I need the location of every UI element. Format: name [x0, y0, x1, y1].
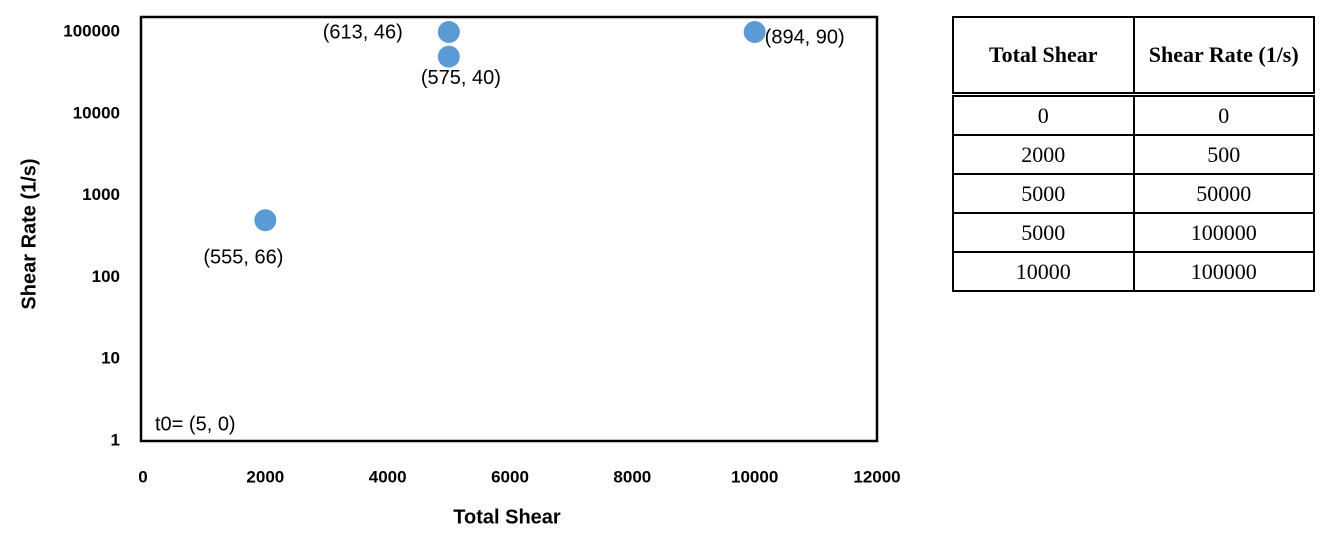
header-cell: Shear Rate (1/s) [1132, 16, 1315, 97]
table-row: 5000 100000 [952, 212, 1315, 253]
header-row: Total Shear Shear Rate (1/s) [952, 16, 1315, 97]
chart: Total Shear Shear Rate (1/s) t0= (5, 0) … [18, 15, 901, 528]
point-label: (555, 66) [203, 247, 283, 269]
point [743, 21, 766, 43]
x-tick-label: 8000 [613, 467, 651, 486]
table-cell: 0 [952, 93, 1135, 136]
point [254, 209, 277, 232]
table-row: 5000 50000 [952, 173, 1315, 214]
point [437, 21, 460, 43]
y-tick-label: 1 [111, 430, 120, 449]
x-tick-label: 2000 [246, 467, 284, 486]
table-row: 2000 500 [952, 134, 1315, 175]
header-cell: Total Shear [952, 16, 1135, 97]
y-tick-label: 100000 [63, 21, 120, 40]
x-axis-title: Total Shear [453, 506, 561, 528]
y-tick-label: 10 [101, 349, 120, 368]
table-cell: 100000 [1132, 212, 1315, 253]
data-table: Total Shear Shear Rate (1/s) 0 0 2000 500 5000… [952, 16, 1315, 292]
table-row: 10000 100000 [952, 251, 1315, 292]
table-cell: 0 [1132, 93, 1315, 136]
x-tick-label: 4000 [369, 467, 407, 486]
x-tick-label: 12000 [853, 467, 900, 486]
plot-frame [139, 15, 879, 443]
point-label: (613, 46) [323, 21, 403, 43]
y-tick-label: 100 [92, 267, 120, 286]
point-label: (894, 90) [765, 26, 845, 48]
point [437, 45, 460, 68]
x-tick-label: 10000 [731, 467, 778, 486]
table-cell: 2000 [952, 134, 1135, 175]
y-axis-title: Shear Rate (1/s) [18, 158, 40, 309]
table-cell: 5000 [952, 212, 1135, 253]
x-tick-label: 6000 [491, 467, 529, 486]
y-tick-label: 1000 [82, 185, 120, 204]
table-cell: 100000 [1132, 251, 1315, 292]
point-label: (575, 40) [421, 67, 501, 89]
x-tick-label: 0 [138, 467, 147, 486]
table-cell: 50000 [1132, 173, 1315, 214]
table-cell: 500 [1132, 134, 1315, 175]
table-cell: 5000 [952, 173, 1135, 214]
y-tick-label: 10000 [73, 103, 120, 122]
table-cell: 10000 [952, 251, 1135, 292]
annotation: t0= (5, 0) [155, 413, 236, 435]
